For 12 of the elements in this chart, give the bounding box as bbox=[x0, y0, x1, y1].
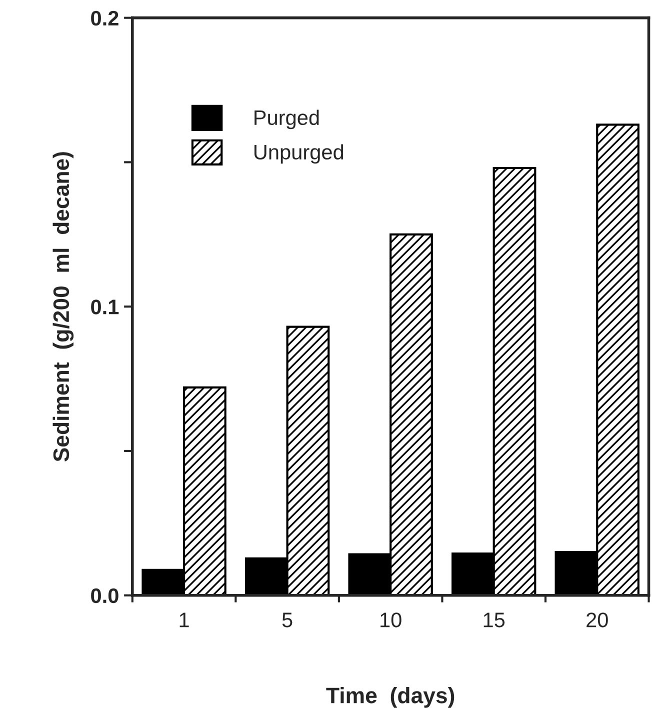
x-tick-label: 5 bbox=[282, 612, 292, 628]
legend-label: Purged bbox=[254, 110, 319, 130]
x-tick-label: 20 bbox=[586, 612, 608, 628]
x-tick-label: 10 bbox=[380, 612, 402, 628]
x-tick-label: 1 bbox=[180, 612, 189, 628]
y-tick-label: 0.0 bbox=[91, 588, 118, 604]
x-tick-label: 15 bbox=[484, 612, 505, 628]
legend-label: Unpurged bbox=[254, 144, 344, 164]
y-tick-label: 0.2 bbox=[91, 10, 118, 26]
y-tick-label: 0.1 bbox=[91, 300, 119, 314]
y-axis-title: Sediment (g/200 ml decane) bbox=[52, 152, 74, 462]
x-axis-title: Time (days) bbox=[326, 687, 454, 708]
